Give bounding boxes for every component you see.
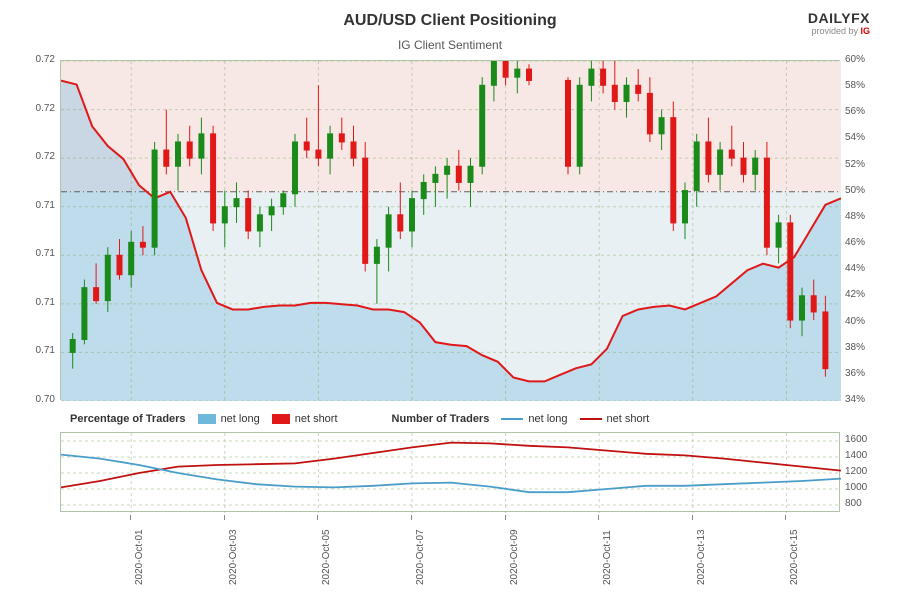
y-right-tick: 44% — [845, 263, 895, 274]
logo-subtitle: provided by IG — [808, 26, 870, 36]
y-right-tick: 54% — [845, 132, 895, 143]
legend-num-long: net long — [501, 413, 567, 425]
legend-num-short-text: net short — [607, 413, 650, 425]
y-right-tick: 48% — [845, 211, 895, 222]
x-tick: 2020-Oct-01 — [134, 529, 145, 585]
x-tick: 2020-Oct-09 — [509, 529, 520, 585]
logo-fx: FX — [851, 10, 870, 26]
legend-row: Percentage of Traders net long net short… — [60, 408, 840, 430]
x-tick: 2020-Oct-03 — [228, 529, 239, 585]
legend-long-line — [501, 418, 523, 420]
y-right-tick: 56% — [845, 106, 895, 117]
sub-chart-svg — [61, 433, 841, 513]
x-axis: 2020-Oct-01 2020-Oct-03 2020-Oct-05 2020-Oc… — [60, 515, 840, 595]
y-sub-right-tick: 1000 — [845, 482, 895, 493]
legend-long-text: net long — [221, 413, 260, 425]
sub-chart-area — [60, 432, 840, 512]
logo-text: DAILYFX — [808, 10, 870, 26]
chart-subtitle: IG Client Sentiment — [398, 38, 502, 52]
y-right-tick: 50% — [845, 185, 895, 196]
logo-provided-text: provided by — [811, 26, 858, 36]
legend-short-swatch — [272, 414, 290, 424]
legend-num-short: net short — [580, 413, 650, 425]
legend-pct-short: net short — [272, 413, 338, 425]
y-left-tick: 0.70 — [5, 394, 55, 405]
y-right-tick: 36% — [845, 368, 895, 379]
y-sub-right-tick: 1200 — [845, 466, 895, 477]
legend-num-long-text: net long — [528, 413, 567, 425]
y-right-tick: 40% — [845, 316, 895, 327]
legend-pct-long: net long — [198, 413, 260, 425]
y-left-tick: 0.71 — [5, 345, 55, 356]
brand-logo: DAILYFX provided by IG — [808, 10, 870, 36]
main-chart-area — [60, 60, 840, 400]
main-chart-svg — [61, 61, 841, 401]
y-right-tick: 34% — [845, 394, 895, 405]
y-sub-right-tick: 1400 — [845, 450, 895, 461]
y-left-tick: 0.72 — [5, 151, 55, 162]
y-left-tick: 0.71 — [5, 297, 55, 308]
y-sub-right-tick: 800 — [845, 498, 895, 509]
legend-pct-label: Percentage of Traders — [70, 413, 186, 425]
y-left-tick: 0.71 — [5, 248, 55, 259]
y-right-tick: 42% — [845, 289, 895, 300]
legend-long-swatch — [198, 414, 216, 424]
legend-short-line — [580, 418, 602, 420]
x-tick: 2020-Oct-11 — [602, 530, 613, 585]
legend-short-text: net short — [295, 413, 338, 425]
legend-num-label: Number of Traders — [392, 413, 490, 425]
y-left-tick: 0.72 — [5, 54, 55, 65]
y-left-tick: 0.72 — [5, 103, 55, 114]
x-tick: 2020-Oct-13 — [696, 529, 707, 585]
y-right-tick: 58% — [845, 80, 895, 91]
y-right-tick: 60% — [845, 54, 895, 65]
x-tick: 2020-Oct-05 — [321, 529, 332, 585]
x-tick: 2020-Oct-15 — [789, 529, 800, 585]
y-right-tick: 38% — [845, 342, 895, 353]
y-sub-right-tick: 1600 — [845, 434, 895, 445]
chart-container: AUD/USD Client Positioning IG Client Sen… — [0, 0, 900, 600]
y-left-tick: 0.71 — [5, 200, 55, 211]
x-tick: 2020-Oct-07 — [415, 529, 426, 585]
logo-daily: DAILY — [808, 10, 851, 26]
y-right-tick: 52% — [845, 159, 895, 170]
y-right-tick: 46% — [845, 237, 895, 248]
chart-title: AUD/USD Client Positioning — [343, 12, 556, 30]
logo-provider: IG — [860, 26, 870, 36]
